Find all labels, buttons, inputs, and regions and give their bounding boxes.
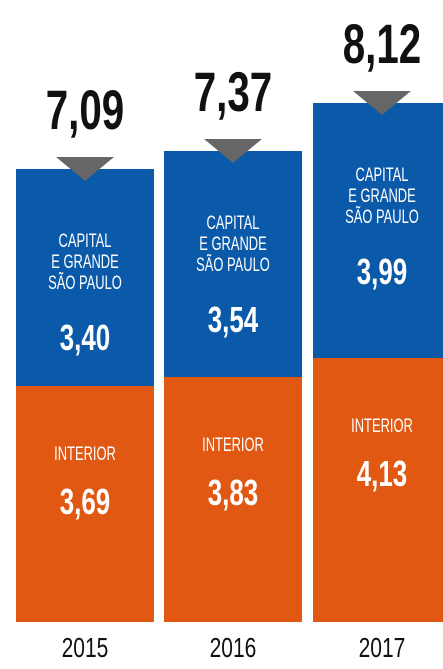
- bar-segment: [164, 150, 302, 378]
- x-tick-label: 2015: [61, 632, 109, 663]
- marker: [56, 156, 114, 181]
- segment-label: INTERIOR: [202, 435, 264, 457]
- segment-value: 3,83: [207, 472, 259, 514]
- segment-value: 4,13: [356, 453, 408, 495]
- total-value: 8,12: [342, 12, 422, 75]
- segment-value: 3,40: [59, 316, 111, 358]
- bar-segment: [313, 103, 443, 359]
- segment-value: 3,69: [59, 481, 111, 523]
- bar-segment: [164, 377, 302, 622]
- segment-label: CAPITAL E GRANDE SÃO PAULO: [345, 165, 419, 228]
- segment-label: CAPITAL E GRANDE SÃO PAULO: [196, 212, 270, 276]
- x-tick-label: 2017: [358, 632, 406, 663]
- segment-label: INTERIOR: [351, 416, 413, 438]
- marker: [353, 91, 411, 115]
- bar-segment: [16, 386, 154, 622]
- segment-label: INTERIOR: [54, 444, 116, 466]
- bar-segment: [16, 168, 154, 387]
- x-tick-label: 2016: [209, 632, 257, 663]
- bar-segment: [313, 358, 443, 622]
- segment-label: CAPITAL E GRANDE SÃO PAULO: [48, 230, 122, 294]
- total-value: 7,09: [45, 77, 125, 141]
- marker: [204, 138, 262, 163]
- total-value: 7,37: [193, 59, 273, 123]
- segment-value: 3,54: [207, 298, 259, 340]
- segment-value: 3,99: [356, 251, 408, 292]
